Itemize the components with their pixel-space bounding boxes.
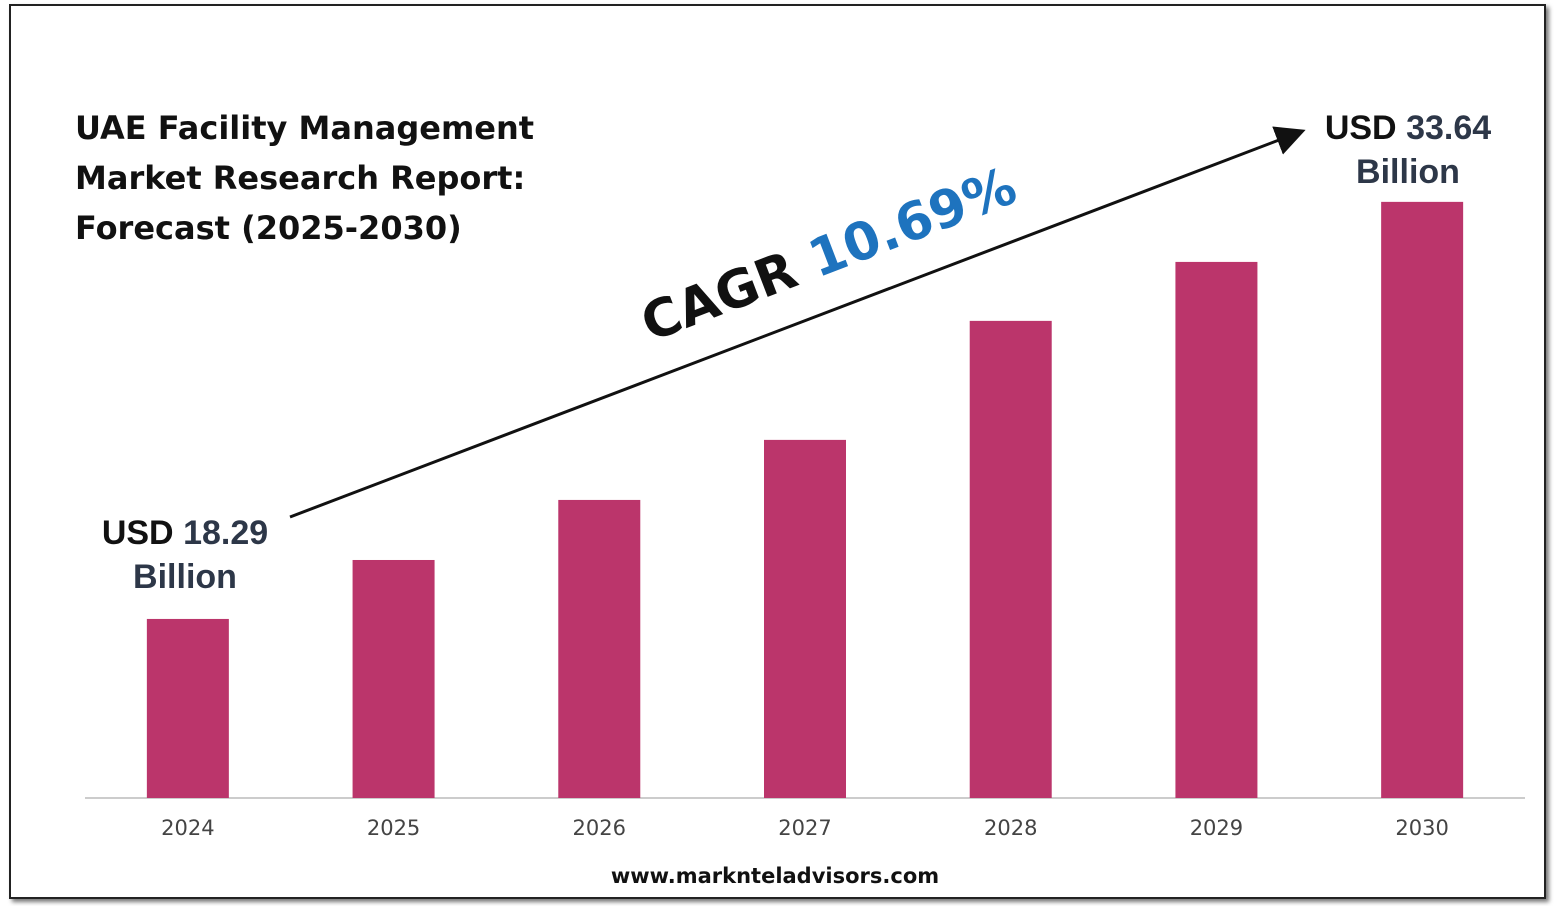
start-label: USD 18.29 [102,514,268,552]
chart-title: UAE Facility Management [75,109,534,147]
source: www.marknteladvisors.com [611,864,939,888]
value-prefix: USD [102,514,174,552]
value-prefix: USD [1325,109,1397,147]
value-label: 33.64 [1406,109,1491,147]
bar [1381,201,1464,798]
value-label: 18.29 [183,514,268,552]
chart-title: Market Research Report: [75,159,525,197]
bar [558,499,641,798]
cagr-arrow [289,126,1306,519]
x-tick-label: 2029 [1190,816,1243,840]
x-tick-label: 2024 [161,816,214,840]
x-tick-label: 2030 [1395,816,1448,840]
bar [352,559,435,798]
x-tick-label: 2027 [778,816,831,840]
value-unit: Billion [133,558,237,596]
bar [764,439,846,798]
x-tick-label: 2025 [367,816,420,840]
bar [969,320,1052,798]
bar [146,618,229,798]
end-label: USD 33.64 [1325,109,1491,147]
value-unit: Billion [1356,153,1460,191]
x-tick-label: 2028 [984,816,1037,840]
bar [1175,261,1258,798]
x-tick-label: 2026 [573,816,626,840]
chart-title: Forecast (2025-2030) [75,209,462,247]
